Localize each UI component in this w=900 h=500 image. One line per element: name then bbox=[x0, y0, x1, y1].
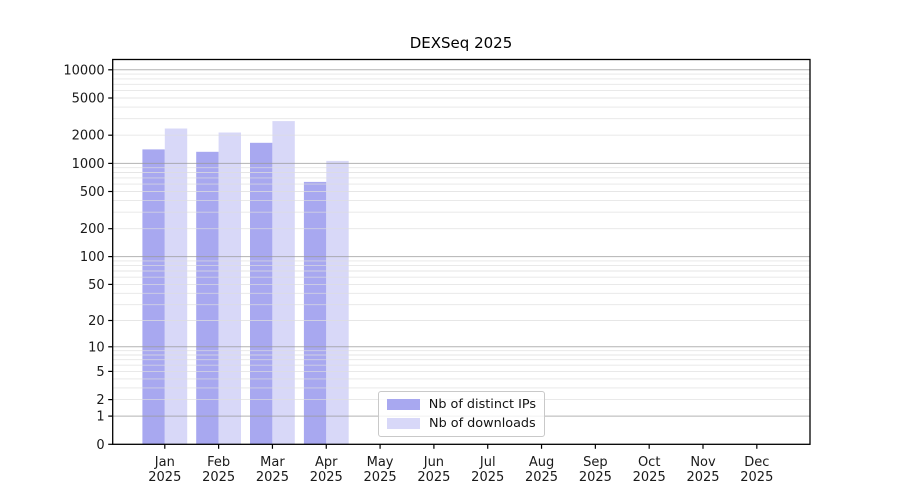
svg-text:Jan: Jan bbox=[154, 455, 175, 470]
bar-apr-downloads bbox=[326, 160, 349, 445]
svg-text:0: 0 bbox=[96, 438, 104, 453]
svg-text:Nov: Nov bbox=[690, 455, 716, 470]
svg-text:Sep: Sep bbox=[583, 455, 608, 470]
legend-label-distinct-ips: Nb of distinct IPs bbox=[428, 397, 536, 412]
svg-text:10: 10 bbox=[88, 340, 105, 355]
svg-text:10000: 10000 bbox=[63, 63, 104, 78]
svg-text:2: 2 bbox=[96, 393, 104, 408]
svg-text:2025: 2025 bbox=[471, 470, 504, 485]
svg-text:2025: 2025 bbox=[740, 470, 773, 485]
svg-text:May: May bbox=[367, 455, 394, 470]
svg-text:2025: 2025 bbox=[686, 470, 719, 485]
svg-text:20: 20 bbox=[88, 314, 105, 329]
legend-label-downloads: Nb of downloads bbox=[429, 416, 536, 431]
bar-mar-downloads bbox=[272, 121, 295, 445]
svg-text:Mar: Mar bbox=[260, 455, 285, 470]
svg-text:200: 200 bbox=[80, 222, 105, 237]
svg-text:Feb: Feb bbox=[207, 455, 230, 470]
svg-text:100: 100 bbox=[80, 250, 105, 265]
svg-text:1: 1 bbox=[96, 410, 104, 425]
bars bbox=[142, 121, 349, 445]
bar-feb-downloads bbox=[218, 132, 241, 445]
plot-frame bbox=[112, 58, 811, 445]
legend-item-downloads: Nb of downloads bbox=[387, 416, 536, 431]
svg-text:2025: 2025 bbox=[364, 470, 397, 485]
svg-text:Apr: Apr bbox=[315, 455, 338, 470]
svg-text:2025: 2025 bbox=[310, 470, 343, 485]
svg-text:Jun: Jun bbox=[423, 455, 444, 470]
legend-item-distinct-ips: Nb of distinct IPs bbox=[387, 397, 536, 412]
legend-swatch-downloads bbox=[387, 418, 420, 429]
bar-apr-ips bbox=[303, 181, 327, 445]
svg-text:50: 50 bbox=[88, 278, 105, 293]
x-axis-ticks: Jan2025Feb2025Mar2025Apr2025May2025Jun20… bbox=[148, 444, 773, 485]
svg-text:2025: 2025 bbox=[256, 470, 289, 485]
svg-text:500: 500 bbox=[80, 185, 105, 200]
bar-jan-downloads bbox=[164, 128, 188, 445]
svg-text:Aug: Aug bbox=[529, 455, 554, 470]
chart-title: DEXSeq 2025 bbox=[409, 34, 513, 52]
svg-text:5000: 5000 bbox=[72, 92, 105, 107]
svg-text:5: 5 bbox=[96, 365, 104, 380]
svg-text:2025: 2025 bbox=[417, 470, 450, 485]
svg-text:1000: 1000 bbox=[72, 157, 105, 172]
svg-text:Dec: Dec bbox=[744, 455, 769, 470]
legend: Nb of distinct IPs Nb of downloads bbox=[378, 391, 545, 437]
svg-text:2000: 2000 bbox=[72, 129, 105, 144]
svg-text:2025: 2025 bbox=[202, 470, 235, 485]
svg-text:2025: 2025 bbox=[525, 470, 558, 485]
legend-swatch-distinct-ips bbox=[387, 399, 420, 410]
svg-text:Jul: Jul bbox=[479, 455, 496, 470]
bar-feb-ips bbox=[196, 151, 219, 445]
y-axis-ticks: 0 1 2 5 10 20 50 100 200 500 1000 2000 5000 10000 bbox=[63, 63, 113, 453]
svg-text:Oct: Oct bbox=[638, 455, 660, 470]
svg-text:2025: 2025 bbox=[148, 470, 181, 485]
bar-jan-ips bbox=[142, 149, 165, 445]
svg-text:2025: 2025 bbox=[633, 470, 666, 485]
svg-text:2025: 2025 bbox=[579, 470, 612, 485]
